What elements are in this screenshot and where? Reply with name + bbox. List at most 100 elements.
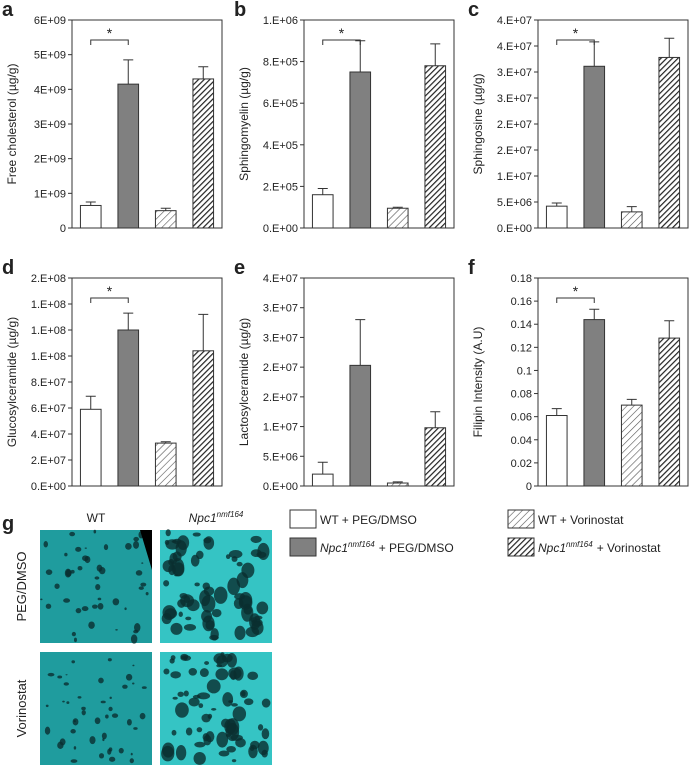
tissue-texture	[202, 615, 215, 632]
gene: Npc1	[538, 541, 566, 555]
y-tick-label: 0.E+00	[497, 223, 532, 235]
error-bar	[123, 312, 134, 330]
error-bar	[160, 441, 171, 444]
y-tick-label: 2.E+05	[263, 181, 298, 193]
tissue-texture	[231, 703, 238, 707]
y-tick-label: 0.E+00	[263, 223, 298, 235]
tissue-texture	[140, 582, 147, 587]
tissue-texture	[171, 729, 177, 736]
tissue-texture	[211, 707, 217, 711]
tissue-texture	[225, 554, 231, 560]
tissue-texture	[54, 583, 60, 589]
tissue-texture	[108, 756, 116, 762]
tissue-texture	[45, 704, 49, 708]
y-tick-label: 0.E+00	[263, 481, 298, 493]
tissue-texture	[132, 682, 135, 685]
error-bar	[85, 201, 96, 206]
tissue-texture	[216, 664, 223, 668]
error-bar	[392, 206, 403, 209]
tissue-texture	[126, 718, 132, 726]
error-bar	[355, 40, 366, 72]
panel-letter: e	[234, 257, 245, 279]
bar	[311, 194, 334, 229]
tissue-texture	[227, 577, 241, 596]
error-bar	[664, 37, 675, 58]
y-tick-label: 8.E+05	[263, 57, 298, 69]
tissue-texture	[47, 672, 55, 677]
tissue-texture	[194, 582, 200, 587]
tissue-texture	[178, 611, 183, 617]
tissue-texture	[115, 629, 118, 631]
tissue-texture	[92, 604, 98, 609]
panel-letter: b	[234, 0, 246, 21]
treatment: + PEG/DMSO	[379, 541, 454, 555]
tissue-texture	[132, 664, 135, 667]
bar	[583, 319, 606, 487]
tissue-texture	[141, 562, 144, 564]
y-tick-label: 6E+09	[34, 15, 66, 27]
error-bar	[589, 41, 600, 67]
plot-frame	[537, 277, 689, 487]
tissue-texture	[45, 569, 53, 575]
bar-chart: e Lactosylceramide (µg/g) 0.E+00 5.E+06 1.E+…	[234, 257, 455, 493]
bar	[424, 427, 447, 487]
tissue-texture	[40, 598, 43, 601]
y-tick-label: 4.E+05	[263, 140, 298, 152]
tissue-texture	[188, 697, 200, 707]
bar	[386, 207, 409, 229]
bar	[545, 205, 568, 229]
tissue-texture	[133, 536, 140, 542]
y-tick-label: 5E+09	[34, 50, 66, 62]
tissue-texture	[196, 727, 203, 733]
y-tick-label: 0.04	[511, 435, 532, 447]
tissue-texture	[236, 561, 243, 567]
y-tick-label: 1.E+08	[31, 299, 66, 311]
y-tick-label: 1.E+07	[497, 171, 532, 183]
tissue-texture	[172, 562, 185, 577]
bar	[79, 204, 102, 229]
panel-letter: c	[468, 0, 479, 21]
tissue-texture	[257, 542, 270, 561]
bar	[192, 78, 215, 229]
tissue-texture	[193, 751, 206, 765]
tissue-texture	[73, 637, 77, 643]
tissue-texture	[129, 758, 134, 764]
bar	[154, 442, 177, 487]
tissue-texture	[215, 668, 229, 681]
tissue-texture	[69, 531, 76, 537]
tissue-texture	[234, 625, 246, 641]
y-tick-label: 6.E+07	[31, 403, 66, 415]
significance-bracket	[322, 39, 361, 45]
row-label: Vorinostat	[14, 679, 29, 737]
y-axis-label: Filipin Intensity (A.U)	[471, 327, 485, 438]
tissue-texture	[250, 549, 262, 558]
tissue-texture	[94, 717, 101, 725]
tissue-texture	[206, 679, 221, 694]
tissue-texture	[177, 691, 184, 697]
significance-mark: *	[107, 25, 113, 41]
charts: a Free cholesterol (µg/g) 0 1E+09 2E+09 3E+09…	[2, 0, 689, 493]
y-tick-label: 3.E+07	[497, 93, 532, 105]
significance-bracket	[90, 297, 129, 303]
tissue-texture	[261, 698, 271, 708]
tissue-texture	[228, 550, 243, 559]
y-tick-label: 2.E+07	[263, 392, 298, 404]
legend-swatch	[289, 509, 317, 529]
error-bar	[123, 59, 134, 85]
tissue-texture	[250, 535, 262, 543]
tissue-texture	[247, 671, 259, 681]
tissue-texture	[57, 675, 63, 679]
y-tick-label: 4.E+07	[263, 273, 298, 285]
tissue-texture	[185, 727, 193, 736]
y-tick-label: 0.14	[511, 319, 532, 331]
panel-letter: g	[2, 513, 14, 535]
treatment: + Vorinostat	[597, 541, 661, 555]
tissue-texture	[190, 554, 200, 567]
y-tick-label: 0	[60, 223, 66, 235]
y-tick-label: 3.E+07	[263, 303, 298, 315]
y-tick-label: 0.06	[511, 412, 532, 424]
y-tick-label: 6.E+05	[263, 98, 298, 110]
tissue-texture	[112, 598, 120, 606]
bar	[620, 211, 643, 229]
